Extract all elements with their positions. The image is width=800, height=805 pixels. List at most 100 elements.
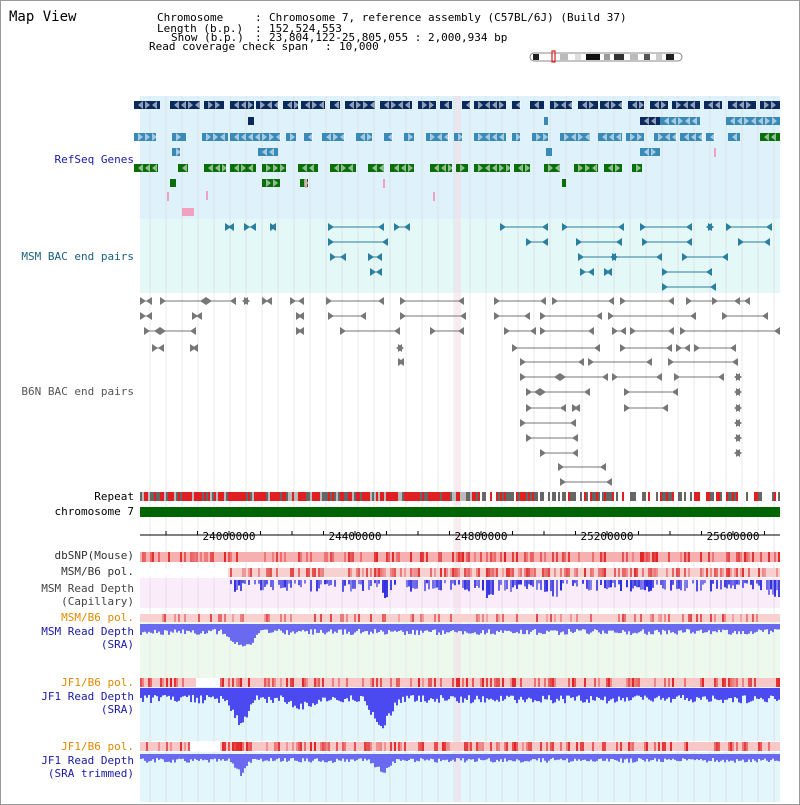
heat-cell	[718, 742, 720, 751]
heat-cell	[438, 552, 440, 562]
heat-cell	[152, 552, 154, 562]
heat-cell	[658, 742, 660, 751]
gene-arrow	[771, 133, 776, 141]
depth-bar	[778, 624, 780, 630]
depth-bar	[230, 688, 232, 711]
heat-cell	[548, 568, 550, 577]
heat-cell	[434, 742, 436, 751]
depth-bar	[676, 580, 678, 590]
repeat-segment	[258, 492, 260, 501]
depth-bar	[290, 754, 292, 759]
heat-cell	[430, 678, 432, 687]
repeat-segment	[436, 492, 438, 501]
depth-bar	[460, 624, 462, 632]
bac-end-marker	[684, 344, 690, 352]
heat-cell	[458, 568, 460, 577]
depth-bar	[178, 688, 180, 701]
heat-cell	[644, 742, 646, 751]
bac-end-marker	[620, 327, 626, 335]
repeat-segment	[314, 492, 316, 501]
repeat-segment	[290, 492, 292, 501]
heat-cell	[634, 614, 636, 622]
repeat-segment	[300, 492, 302, 501]
axis-tick-label: 25200000	[581, 530, 634, 543]
gene-arrow	[195, 101, 200, 109]
chromosome-ideogram[interactable]	[529, 50, 683, 63]
repeat-segment	[582, 492, 584, 501]
repeat-segment	[354, 492, 356, 501]
chromosome-bar[interactable]	[140, 507, 780, 517]
depth-bar	[488, 688, 490, 700]
heat-cell	[626, 568, 628, 577]
depth-bar	[492, 624, 494, 634]
depth-bar	[200, 624, 202, 634]
heat-cell	[148, 678, 150, 687]
heat-cell	[490, 678, 492, 687]
depth-bar	[766, 580, 768, 590]
msm-bac-pairs[interactable]	[225, 223, 772, 291]
depth-bar	[760, 580, 762, 591]
heat-cell	[760, 552, 762, 562]
b6n-bac-pairs[interactable]	[140, 297, 780, 486]
depth-bar	[326, 624, 328, 633]
repeat-segment	[746, 492, 748, 501]
gene-arrow	[616, 133, 621, 141]
depth-bar	[502, 624, 504, 633]
depth-bar	[568, 624, 570, 629]
heat-cell	[180, 552, 182, 562]
gene-arrow	[448, 164, 453, 172]
heat-cell	[628, 742, 630, 751]
heat-cell	[300, 552, 302, 562]
bac-end-marker	[734, 434, 740, 442]
depth-bar	[636, 754, 638, 762]
depth-bar	[432, 754, 434, 760]
depth-bar	[350, 624, 352, 635]
depth-bar	[488, 624, 490, 630]
heat-cell	[170, 678, 172, 687]
heat-cell	[564, 568, 566, 577]
heat-cell	[324, 552, 326, 562]
heat-cell	[314, 568, 316, 577]
depth-bar	[354, 580, 356, 589]
repeat-segment	[512, 492, 514, 501]
depth-bar	[284, 624, 286, 635]
gene-arrow	[379, 164, 384, 172]
depth-bar	[560, 754, 562, 759]
heat-cell	[768, 552, 770, 562]
repeat-segment	[350, 492, 352, 501]
gene-arrow	[499, 164, 504, 172]
depth-bar	[436, 754, 438, 763]
bac-end-marker	[662, 283, 668, 291]
depth-bar	[556, 688, 558, 699]
heat-cell	[700, 552, 702, 562]
heat-cell	[550, 614, 552, 622]
depth-bar	[388, 754, 390, 768]
repeat-segment	[756, 492, 758, 501]
repeat-track[interactable]	[140, 492, 780, 501]
depth-bar	[704, 624, 706, 633]
heat-cell	[328, 742, 330, 751]
depth-bar	[524, 580, 526, 587]
depth-bar	[652, 688, 654, 702]
depth-bar	[288, 688, 290, 702]
depth-bar	[630, 688, 632, 701]
depth-histograms[interactable]	[140, 580, 780, 776]
heat-gap	[196, 678, 220, 687]
depth-bar	[464, 580, 466, 590]
depth-bar	[254, 688, 256, 701]
depth-bar	[632, 688, 634, 698]
heat-cell	[672, 568, 674, 577]
heat-strip	[140, 742, 780, 751]
heat-strips[interactable]	[140, 552, 780, 751]
depth-bar	[464, 624, 466, 632]
refseq-gene-glyphs[interactable]	[134, 101, 780, 216]
heat-cell	[272, 552, 274, 562]
depth-bar	[362, 580, 364, 591]
heat-cell	[736, 552, 738, 562]
depth-bar	[372, 754, 374, 764]
depth-bar	[598, 624, 600, 633]
gene-arrow	[312, 101, 317, 109]
depth-bar	[180, 688, 182, 698]
depth-bar	[548, 688, 550, 696]
